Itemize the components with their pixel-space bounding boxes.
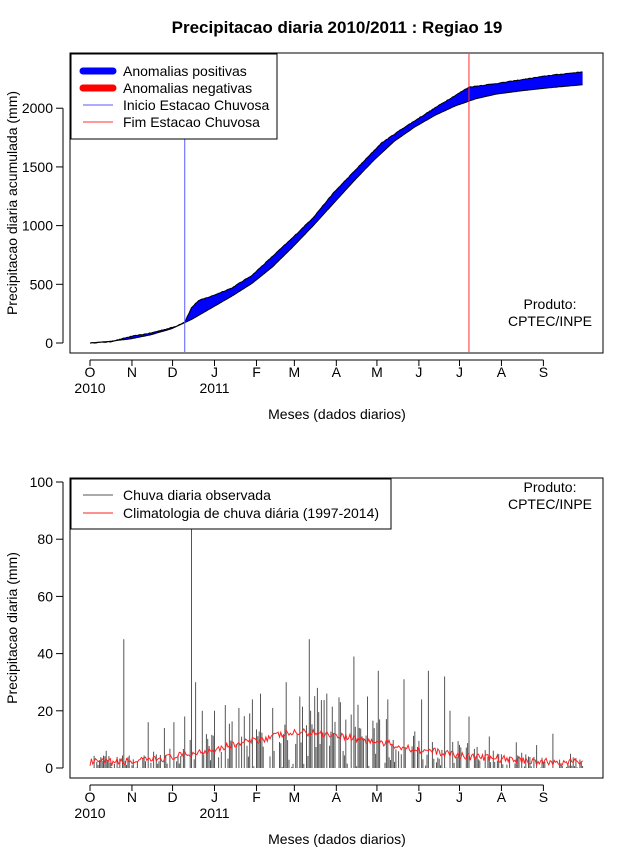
top-x-tick-label: M (289, 364, 301, 380)
bottom-x-tick-label: J (456, 789, 463, 805)
bottom-chart-frame (69, 477, 604, 779)
top-x-tick-label: J (456, 364, 463, 380)
bottom-legend-box (70, 478, 392, 530)
bottom-year-label: 2010 (74, 805, 105, 821)
bottom-x-tick-label: A (497, 789, 507, 805)
bottom-x-tick-label: N (127, 789, 137, 805)
top-x-tick-label: J (415, 364, 422, 380)
observed-accumulated-line (89, 71, 583, 344)
bottom-legend-label-climatology: Climatologia de chuva diária (1997-2014) (123, 505, 379, 521)
top-chart-axes: 0 500 1000 1500 2000 O N D J F M A M J J A S 2010 2011 (22, 100, 548, 396)
bottom-y-tick-label: 100 (30, 474, 54, 490)
bottom-y-tick-label: 40 (37, 646, 53, 662)
top-chart-frame (69, 52, 604, 354)
bottom-x-tick-label: J (415, 789, 422, 805)
bottom-chart-ylabel: Precipitacao diaria (mm) (4, 552, 20, 704)
top-y-tick-label: 2000 (22, 100, 53, 116)
bottom-x-tick-label: J (211, 789, 218, 805)
bottom-chart-annotation-line1: Produto: (524, 479, 577, 495)
bottom-chart-legend: Chuva diaria observada Climatologia de c… (70, 478, 392, 530)
top-year-label: 2010 (74, 380, 105, 396)
top-chart-annotation-line1: Produto: (524, 296, 577, 312)
bottom-chart-xlabel: Meses (dados diarios) (268, 831, 406, 847)
bottom-x-tick-label: O (85, 789, 96, 805)
bottom-chart-plot-area (89, 524, 584, 768)
top-y-tick-label: 0 (45, 335, 53, 351)
top-chart: Precipitacao diaria 2010/2011 : Regiao 1… (4, 18, 604, 422)
top-x-tick-label: J (211, 364, 218, 380)
top-y-tick-label: 1500 (22, 159, 53, 175)
bottom-x-tick-label: A (332, 789, 342, 805)
bottom-y-tick-label: 80 (37, 531, 53, 547)
top-x-tick-label: O (85, 364, 96, 380)
bottom-x-tick-label: D (167, 789, 177, 805)
top-legend-label-negative: Anomalias negativas (123, 80, 252, 96)
bottom-y-tick-label: 20 (37, 703, 53, 719)
top-x-tick-label: D (167, 364, 177, 380)
top-chart-xlabel: Meses (dados diarios) (268, 406, 406, 422)
top-x-tick-label: S (539, 364, 548, 380)
top-year-label: 2011 (199, 380, 229, 396)
bottom-x-tick-label: F (252, 789, 261, 805)
top-x-tick-label: M (371, 364, 383, 380)
climatology-daily-line (89, 727, 583, 767)
bottom-y-tick-label: 0 (45, 760, 53, 776)
top-x-tick-label: F (252, 364, 261, 380)
top-chart-title: Precipitacao diaria 2010/2011 : Regiao 1… (172, 18, 503, 37)
top-x-tick-label: N (127, 364, 137, 380)
bottom-x-tick-label: S (539, 789, 548, 805)
bottom-chart-annotation-line2: CPTEC/INPE (508, 496, 592, 512)
top-legend-label-inicio: Inicio Estacao Chuvosa (123, 97, 270, 113)
climatology-accumulated-line (89, 84, 583, 344)
top-chart-ylabel: Precipitacao diaria acumulada (mm) (4, 91, 20, 315)
top-x-tick-label: A (332, 364, 342, 380)
bottom-year-label: 2011 (199, 805, 229, 821)
bottom-chart-axes: 0 20 40 60 80 100 O N D J F M A M J J A S 2010 2011 (30, 474, 548, 821)
top-chart-legend: Anomalias positivas Anomalias negativas … (70, 53, 278, 140)
bottom-legend-label-observed: Chuva diaria observada (123, 487, 271, 503)
top-legend-label-fim: Fim Estacao Chuvosa (123, 114, 260, 130)
top-y-tick-label: 500 (30, 276, 54, 292)
top-chart-annotation-line2: CPTEC/INPE (508, 313, 592, 329)
top-y-tick-label: 1000 (22, 218, 53, 234)
bottom-x-tick-label: M (289, 789, 301, 805)
bottom-x-tick-label: M (371, 789, 383, 805)
top-legend-label-positive: Anomalias positivas (123, 63, 247, 79)
bottom-y-tick-label: 60 (37, 588, 53, 604)
top-x-tick-label: A (497, 364, 507, 380)
bottom-chart: 0 20 40 60 80 100 O N D J F M A M J J A S 2010 2011 Meses (… (4, 474, 604, 847)
